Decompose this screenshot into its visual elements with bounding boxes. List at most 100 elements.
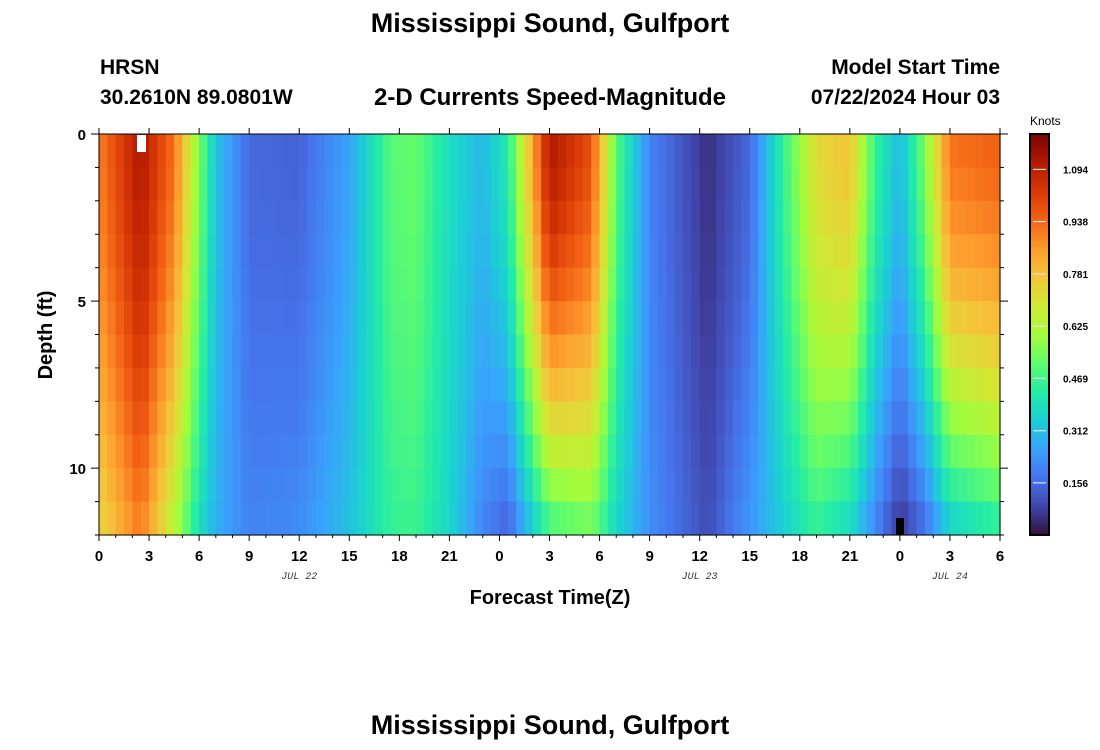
station-id: HRSN: [100, 56, 160, 79]
heatmap-cell: [632, 334, 642, 369]
heatmap-cell: [215, 434, 225, 469]
heatmap-cell: [224, 134, 234, 169]
heatmap-cell: [340, 367, 350, 402]
heatmap-cell: [299, 434, 309, 469]
heatmap-cell: [908, 401, 918, 436]
heatmap-cell: [716, 200, 726, 235]
heatmap-cell: [766, 501, 776, 536]
heatmap-cell: [290, 134, 300, 169]
heatmap-cell: [641, 434, 651, 469]
heatmap-cell: [140, 334, 150, 369]
heatmap-cell: [791, 167, 801, 202]
heatmap-cell: [332, 501, 342, 536]
heatmap-cell: [841, 167, 851, 202]
heatmap-cell: [441, 501, 450, 536]
heatmap-cell: [265, 167, 275, 202]
heatmap-cell: [524, 134, 534, 169]
heatmap-cell: [557, 200, 567, 235]
heatmap-cell: [232, 468, 242, 503]
heatmap-cell: [507, 134, 517, 169]
heatmap-cell: [549, 167, 559, 202]
heatmap-cell: [441, 468, 450, 503]
heatmap-cell: [616, 434, 626, 469]
heatmap-cell: [307, 468, 317, 503]
heatmap-cell: [574, 401, 584, 436]
heatmap-cell: [716, 468, 726, 503]
heatmap-cell: [324, 200, 334, 235]
heatmap-cell: [557, 167, 567, 202]
heatmap-cell: [240, 301, 250, 336]
heatmap-cell: [99, 468, 108, 503]
heatmap-cell: [99, 267, 108, 302]
heatmap-cell: [708, 401, 717, 436]
heatmap-cell: [349, 234, 359, 269]
heatmap-cell: [516, 234, 526, 269]
heatmap-cell: [182, 134, 192, 169]
heatmap-cell: [307, 167, 317, 202]
heatmap-cell: [274, 334, 284, 369]
heatmap-cell: [532, 501, 542, 536]
heatmap-cell: [941, 334, 951, 369]
heatmap-cell: [983, 334, 993, 369]
heatmap-cell: [232, 234, 242, 269]
heatmap-cell: [482, 434, 492, 469]
heatmap-cell: [966, 334, 976, 369]
heatmap-cell: [532, 334, 542, 369]
heatmap-cell: [866, 267, 876, 302]
heatmap-cell: [516, 267, 526, 302]
heatmap-cell: [916, 501, 926, 536]
heatmap-cell: [182, 434, 192, 469]
heatmap-cell: [682, 468, 692, 503]
heatmap-cell: [599, 234, 609, 269]
heatmap-cell: [749, 367, 759, 402]
heatmap-cell: [899, 167, 909, 202]
heatmap-cell: [899, 234, 909, 269]
heatmap-cell: [716, 301, 726, 336]
heatmap-cell: [749, 234, 759, 269]
heatmap-cell: [132, 301, 142, 336]
heatmap-cell: [541, 234, 551, 269]
heatmap-cell: [207, 434, 217, 469]
heatmap-cell: [424, 401, 434, 436]
heatmap-cell: [424, 200, 434, 235]
heatmap-cell: [124, 434, 133, 469]
heatmap-cell: [541, 468, 551, 503]
heatmap-cell: [933, 334, 943, 369]
heatmap-cell: [457, 234, 467, 269]
heatmap-cell: [457, 134, 467, 169]
heatmap-cell: [199, 334, 209, 369]
heatmap-cell: [574, 334, 584, 369]
heatmap-cell: [766, 434, 776, 469]
heatmap-cells: [99, 134, 1001, 536]
heatmap-cell: [741, 468, 751, 503]
heatmap-cell: [307, 401, 317, 436]
heatmap-cell: [257, 434, 267, 469]
heatmap-cell: [808, 301, 818, 336]
heatmap-cell: [449, 501, 459, 536]
heatmap-cell: [899, 334, 909, 369]
heatmap-cell: [516, 334, 526, 369]
heatmap-cell: [616, 401, 626, 436]
heatmap-cell: [866, 134, 876, 169]
heatmap-cell: [599, 334, 609, 369]
heatmap-cell: [257, 134, 267, 169]
heatmap-cell: [299, 167, 309, 202]
heatmap-cell: [841, 401, 851, 436]
heatmap-cell: [282, 367, 292, 402]
x-tick-label: 15: [741, 548, 758, 565]
heatmap-cell: [941, 301, 951, 336]
heatmap-cell: [324, 301, 334, 336]
heatmap-cell: [682, 134, 692, 169]
heatmap-cell: [983, 367, 993, 402]
heatmap-cell: [524, 200, 534, 235]
model-start-time: 07/22/2024 Hour 03: [810, 86, 1000, 109]
heatmap-cell: [491, 301, 501, 336]
heatmap-cell: [933, 501, 943, 536]
x-tick-label: 18: [391, 548, 408, 565]
heatmap-cell: [733, 167, 742, 202]
heatmap-cell: [791, 334, 801, 369]
heatmap-cell: [557, 134, 567, 169]
heatmap-cell: [357, 367, 367, 402]
heatmap-cell: [407, 334, 417, 369]
heatmap-cell: [124, 234, 133, 269]
